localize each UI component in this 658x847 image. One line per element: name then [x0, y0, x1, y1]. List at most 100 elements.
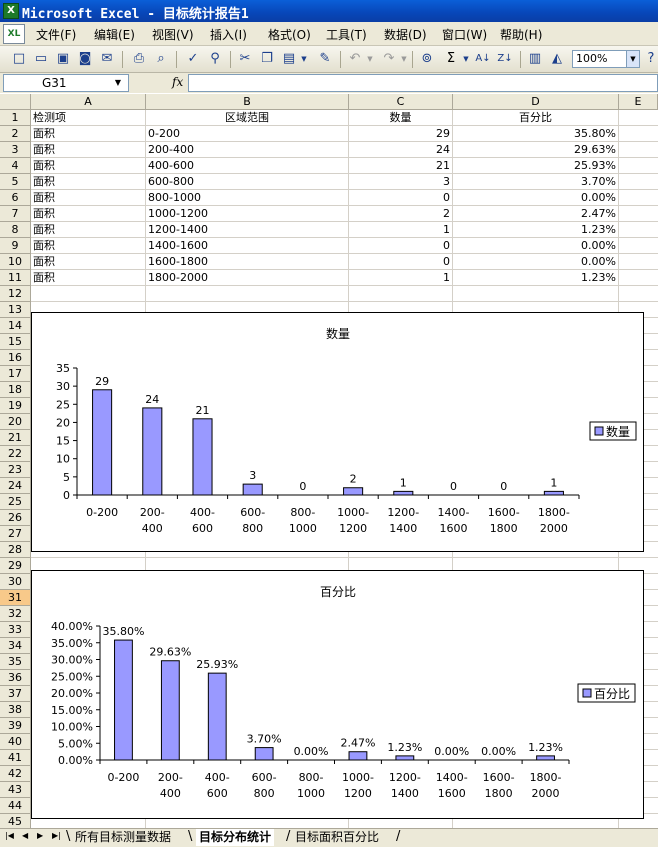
print-icon[interactable]: ⎙ [133, 51, 145, 66]
row-header[interactable]: 42 [0, 766, 31, 782]
last-sheet-icon[interactable]: ▶| [52, 831, 61, 840]
next-sheet-icon[interactable]: ▶ [37, 831, 44, 840]
redo-dropdown-icon[interactable]: ▼ [401, 55, 407, 63]
row-header[interactable]: 45 [0, 814, 31, 830]
sort-descending-icon[interactable]: Z↓ [497, 53, 513, 64]
row-header[interactable]: 22 [0, 446, 31, 462]
row-header[interactable]: 36 [0, 670, 31, 686]
menu-help[interactable]: 帮助(H) [500, 28, 543, 42]
cell-range[interactable]: 0-200 [148, 127, 180, 140]
menu-tools[interactable]: 工具(T) [326, 28, 367, 42]
row-header[interactable]: 40 [0, 734, 31, 750]
header-cell-inspection-item[interactable]: 检测项 [33, 111, 66, 124]
menu-edit[interactable]: 编辑(E) [94, 28, 135, 42]
row-header[interactable]: 3 [0, 142, 31, 158]
row-header[interactable]: 28 [0, 542, 31, 558]
row-header[interactable]: 31 [0, 590, 31, 606]
cell-count[interactable]: 29 [436, 127, 450, 140]
row-header[interactable]: 27 [0, 526, 31, 542]
header-cell-count[interactable]: 数量 [389, 111, 412, 124]
row-header[interactable]: 12 [0, 286, 31, 302]
row-header[interactable]: 4 [0, 158, 31, 174]
cell-inspection-item[interactable]: 面积 [33, 175, 55, 188]
row-header[interactable]: 13 [0, 302, 31, 318]
row-header[interactable]: 10 [0, 254, 31, 270]
sheet-tab-all-measurements[interactable]: 所有目标测量数据 [75, 830, 172, 844]
row-header[interactable]: 20 [0, 414, 31, 430]
quantity-chart[interactable]: 数量 0 5 10 15 20 25 30 35 29 0-200 24 200- 400 21 400- 60… [31, 312, 644, 552]
row-header[interactable]: 26 [0, 510, 31, 526]
row-header[interactable]: 6 [0, 190, 31, 206]
cell-range[interactable]: 800-1000 [148, 191, 201, 204]
help-icon[interactable]: ? [647, 51, 655, 66]
cell-inspection-item[interactable]: 面积 [33, 223, 55, 236]
cell-percentage[interactable]: 35.80% [574, 127, 616, 140]
cell-percentage[interactable]: 2.47% [581, 207, 616, 220]
row-header[interactable]: 5 [0, 174, 31, 190]
cell-percentage[interactable]: 1.23% [581, 223, 616, 236]
row-header[interactable]: 34 [0, 638, 31, 654]
paste-dropdown-icon[interactable]: ▼ [301, 55, 307, 63]
cell-inspection-item[interactable]: 面积 [33, 191, 55, 204]
percentage-chart[interactable]: 百分比 0.00% 5.00% 10.00% 15.00% 20.00% 25.00% 30.… [31, 570, 644, 819]
drawing-icon[interactable]: ◭ [552, 51, 562, 66]
cell-range[interactable]: 600-800 [148, 175, 194, 188]
menu-insert[interactable]: 插入(I) [210, 28, 247, 42]
menu-data[interactable]: 数据(D) [384, 28, 427, 42]
cell-inspection-item[interactable]: 面积 [33, 271, 55, 284]
row-header[interactable]: 44 [0, 798, 31, 814]
cell-range[interactable]: 1000-1200 [148, 207, 208, 220]
cell-count[interactable]: 24 [436, 143, 450, 156]
previous-sheet-icon[interactable]: ◀ [22, 831, 29, 840]
excel-icon[interactable]: X [3, 3, 19, 19]
cell-inspection-item[interactable]: 面积 [33, 127, 55, 140]
row-header[interactable]: 39 [0, 718, 31, 734]
copy-icon[interactable]: ❐ [261, 51, 273, 66]
zoom-select[interactable]: 100% [572, 50, 640, 68]
cell-count[interactable]: 0 [443, 239, 450, 252]
cell-count[interactable]: 21 [436, 159, 450, 172]
column-header-e[interactable]: E [619, 94, 658, 110]
cell-percentage[interactable]: 29.63% [574, 143, 616, 156]
cell-inspection-item[interactable]: 面积 [33, 255, 55, 268]
column-header-d[interactable]: D [453, 94, 619, 110]
paste-icon[interactable]: ▤ [282, 51, 296, 66]
cell-percentage[interactable]: 3.70% [581, 175, 616, 188]
cell-percentage[interactable]: 0.00% [581, 255, 616, 268]
cut-icon[interactable]: ✂ [239, 51, 251, 66]
row-header[interactable]: 21 [0, 430, 31, 446]
cell-count[interactable]: 2 [443, 207, 450, 220]
new-document-icon[interactable]: □ [12, 51, 26, 66]
header-cell-percentage[interactable]: 百分比 [519, 111, 552, 124]
spelling-icon[interactable]: ✓ [187, 51, 199, 66]
email-icon[interactable]: ✉ [101, 51, 113, 66]
row-header[interactable]: 18 [0, 382, 31, 398]
row-header[interactable]: 1 [0, 110, 31, 126]
column-header-c[interactable]: C [349, 94, 453, 110]
select-all-corner[interactable] [0, 94, 31, 110]
cell-inspection-item[interactable]: 面积 [33, 239, 55, 252]
workbook-icon[interactable]: XL [3, 24, 25, 44]
menu-window[interactable]: 窗口(W) [442, 28, 488, 42]
row-header[interactable]: 16 [0, 350, 31, 366]
row-header[interactable]: 38 [0, 702, 31, 718]
cell-count[interactable]: 0 [443, 255, 450, 268]
column-header-a[interactable]: A [31, 94, 146, 110]
cell-range[interactable]: 200-400 [148, 143, 194, 156]
hyperlink-icon[interactable]: ⊚ [421, 51, 433, 66]
name-box[interactable]: G31 [3, 74, 129, 92]
sheet-tab-area-percentage[interactable]: 目标面积百分比 [295, 830, 380, 844]
row-header[interactable]: 43 [0, 782, 31, 798]
row-header[interactable]: 2 [0, 126, 31, 142]
row-header[interactable]: 8 [0, 222, 31, 238]
save-icon[interactable]: ▣ [56, 51, 70, 66]
cell-count[interactable]: 1 [443, 223, 450, 236]
row-header[interactable]: 37 [0, 686, 31, 702]
row-header[interactable]: 14 [0, 318, 31, 334]
row-header[interactable]: 11 [0, 270, 31, 286]
open-folder-icon[interactable]: ▭ [34, 51, 48, 66]
row-header[interactable]: 7 [0, 206, 31, 222]
cell-range[interactable]: 1600-1800 [148, 255, 208, 268]
cell-range[interactable]: 1800-2000 [148, 271, 208, 284]
menu-format[interactable]: 格式(O) [268, 28, 311, 42]
